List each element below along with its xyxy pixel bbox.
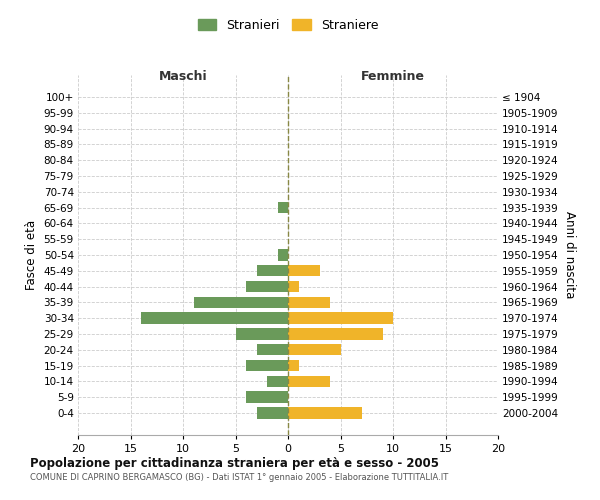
- Bar: [267, 376, 288, 387]
- Bar: [193, 296, 288, 308]
- Bar: [246, 360, 288, 372]
- Bar: [288, 408, 361, 418]
- Bar: [277, 202, 288, 213]
- Bar: [277, 250, 288, 260]
- Bar: [257, 408, 288, 418]
- Bar: [288, 265, 320, 276]
- Bar: [235, 328, 288, 340]
- Bar: [288, 328, 383, 340]
- Bar: [288, 281, 299, 292]
- Bar: [288, 376, 330, 387]
- Bar: [246, 392, 288, 403]
- Text: Maschi: Maschi: [158, 70, 208, 83]
- Bar: [246, 281, 288, 292]
- Bar: [141, 312, 288, 324]
- Bar: [288, 296, 330, 308]
- Legend: Stranieri, Straniere: Stranieri, Straniere: [193, 14, 383, 37]
- Bar: [288, 312, 393, 324]
- Bar: [257, 265, 288, 276]
- Y-axis label: Anni di nascita: Anni di nascita: [563, 212, 575, 298]
- Bar: [288, 360, 299, 372]
- Y-axis label: Fasce di età: Fasce di età: [25, 220, 38, 290]
- Text: Popolazione per cittadinanza straniera per età e sesso - 2005: Popolazione per cittadinanza straniera p…: [30, 458, 439, 470]
- Bar: [257, 344, 288, 356]
- Bar: [288, 344, 341, 356]
- Text: Femmine: Femmine: [361, 70, 425, 83]
- Text: COMUNE DI CAPRINO BERGAMASCO (BG) - Dati ISTAT 1° gennaio 2005 - Elaborazione TU: COMUNE DI CAPRINO BERGAMASCO (BG) - Dati…: [30, 472, 448, 482]
